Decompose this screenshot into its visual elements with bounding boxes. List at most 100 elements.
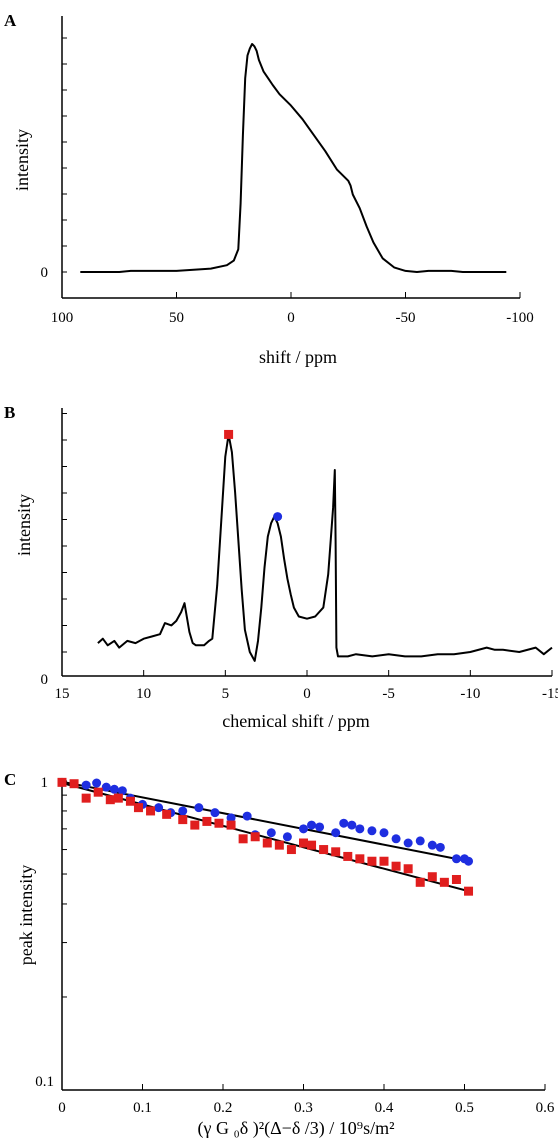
panel-b: B intensity chemical shift / ppm 15 10 5 0 -… [4, 403, 558, 731]
panel-b-label: B [4, 403, 15, 422]
panel-c-point-circle [355, 824, 365, 834]
panel-c-x-tick-label: 0.3 [294, 1100, 313, 1116]
panel-c-x-tick-label: 0.5 [455, 1100, 474, 1116]
panel-a-label: A [4, 11, 17, 30]
panel-b-x-tick-label: -15 [542, 686, 558, 702]
panel-c-point-square [415, 877, 425, 887]
panel-c-point-square [403, 864, 413, 874]
panel-c-point-square [162, 809, 172, 819]
panel-a: A intensity shift / ppm 100 50 0 -50 -100 0 [4, 11, 534, 367]
panel-c-y-tick-label: 0.1 [35, 1074, 54, 1090]
panel-c-x-tick-label: 0.4 [375, 1100, 394, 1116]
panel-c-point-square [274, 840, 284, 850]
panel-c-point-circle [451, 854, 461, 864]
panel-a-y-tick-label: 0 [41, 265, 49, 281]
panel-c-point-circle [92, 778, 102, 788]
panel-c-point-circle [178, 806, 188, 816]
panel-c-x-tick-label: 0.2 [214, 1100, 233, 1116]
panel-c-point-square [125, 796, 135, 806]
panel-c-point-square [299, 838, 308, 848]
panel-a-x-tick-label: 100 [51, 310, 74, 326]
panel-c-x-tick-label: 0.6 [536, 1100, 555, 1116]
panel-a-x-tick-label: 50 [169, 310, 184, 326]
panel-c-point-square [69, 779, 79, 789]
panel-c-point-square [190, 820, 200, 830]
panel-c-point-square [307, 840, 317, 850]
panel-c-fit-line [61, 782, 469, 893]
panel-c-point-circle [435, 842, 445, 852]
panel-c-point-circle [427, 840, 437, 850]
panel-c-point-square [451, 874, 461, 884]
panel-c-point-square [319, 845, 329, 855]
panel-c: C peak intensity (γ G ₀δ )²(Δ−δ /3) / 10… [4, 770, 555, 1139]
panel-a-x-tick-label: 0 [287, 310, 295, 326]
panel-c-point-circle [226, 813, 236, 823]
panel-c-label: C [4, 770, 16, 789]
panel-c-point-circle [154, 803, 164, 813]
panel-a-spectrum-line [80, 43, 507, 273]
panel-c-point-circle [367, 826, 377, 836]
panel-c-point-square [391, 861, 401, 871]
panel-b-x-tick-label: -5 [382, 686, 395, 702]
panel-c-point-square [439, 877, 449, 887]
panel-c-point-circle [299, 824, 308, 834]
panel-c-point-circle [315, 822, 325, 832]
panel-c-point-circle [282, 832, 292, 842]
panel-c-point-circle [210, 808, 220, 818]
panel-c-point-square [464, 886, 474, 896]
panel-a-x-tick-label: -100 [506, 310, 534, 326]
panel-c-point-circle [109, 784, 119, 794]
panel-a-x-tick-label: -50 [396, 310, 416, 326]
panel-c-point-square [367, 856, 377, 866]
panel-c-x-tick-label: 0 [58, 1100, 66, 1116]
panel-c-x-tick-label: 0.1 [133, 1100, 152, 1116]
panel-b-x-tick-label: 5 [222, 686, 230, 702]
panel-c-point-square [262, 838, 272, 848]
panel-b-x-tick-label: -10 [460, 686, 480, 702]
panel-c-point-circle [242, 811, 252, 821]
panel-c-point-square [93, 787, 103, 797]
panel-c-point-circle [403, 838, 413, 848]
panel-c-x-axis-label: (γ G ₀δ )²(Δ−δ /3) / 10⁹s/m² [198, 1118, 395, 1139]
panel-c-point-square [81, 793, 91, 803]
panel-c-point-square [214, 818, 224, 828]
panel-c-point-circle [266, 828, 276, 838]
panel-c-point-circle [415, 836, 425, 846]
panel-a-y-axis-label: intensity [12, 129, 32, 191]
panel-c-point-square [343, 851, 353, 861]
panel-c-point-square [331, 847, 341, 857]
panel-c-point-square [286, 845, 296, 855]
panel-c-point-circle [339, 818, 349, 828]
panel-c-point-square [427, 872, 437, 882]
panel-c-point-circle [347, 820, 357, 830]
panel-c-point-square [178, 815, 188, 825]
panel-c-point-circle [117, 786, 127, 796]
panel-c-point-circle [81, 780, 91, 790]
panel-c-point-circle [464, 856, 474, 866]
panel-b-y-tick-label: 0 [41, 672, 49, 688]
panel-c-point-square [355, 854, 365, 864]
panel-c-point-circle [307, 820, 317, 830]
panel-b-peak-marker-square [224, 429, 234, 439]
panel-b-x-tick-label: 0 [303, 686, 311, 702]
panel-b-peak-marker-circle [273, 512, 283, 522]
panel-c-point-circle [391, 834, 401, 844]
panel-b-y-axis-label: intensity [14, 494, 34, 556]
panel-c-point-circle [194, 803, 204, 813]
panel-c-y-axis-label: peak intensity [16, 865, 36, 965]
panel-c-point-circle [379, 828, 389, 838]
panel-b-x-tick-label: 10 [136, 686, 151, 702]
panel-c-point-square [113, 793, 123, 803]
panel-b-spectrum-line [97, 433, 553, 662]
panel-c-point-square [146, 806, 156, 816]
panel-b-x-tick-label: 15 [55, 686, 70, 702]
panel-a-x-axis-label: shift / ppm [259, 347, 337, 367]
panel-c-point-square [202, 816, 212, 826]
panel-c-y-tick-label: 1 [41, 775, 49, 791]
panel-c-point-square [57, 777, 67, 787]
panel-c-point-circle [101, 782, 111, 792]
panel-c-point-circle [331, 828, 341, 838]
panel-c-point-square [238, 834, 248, 844]
panel-b-x-axis-label: chemical shift / ppm [222, 711, 369, 731]
